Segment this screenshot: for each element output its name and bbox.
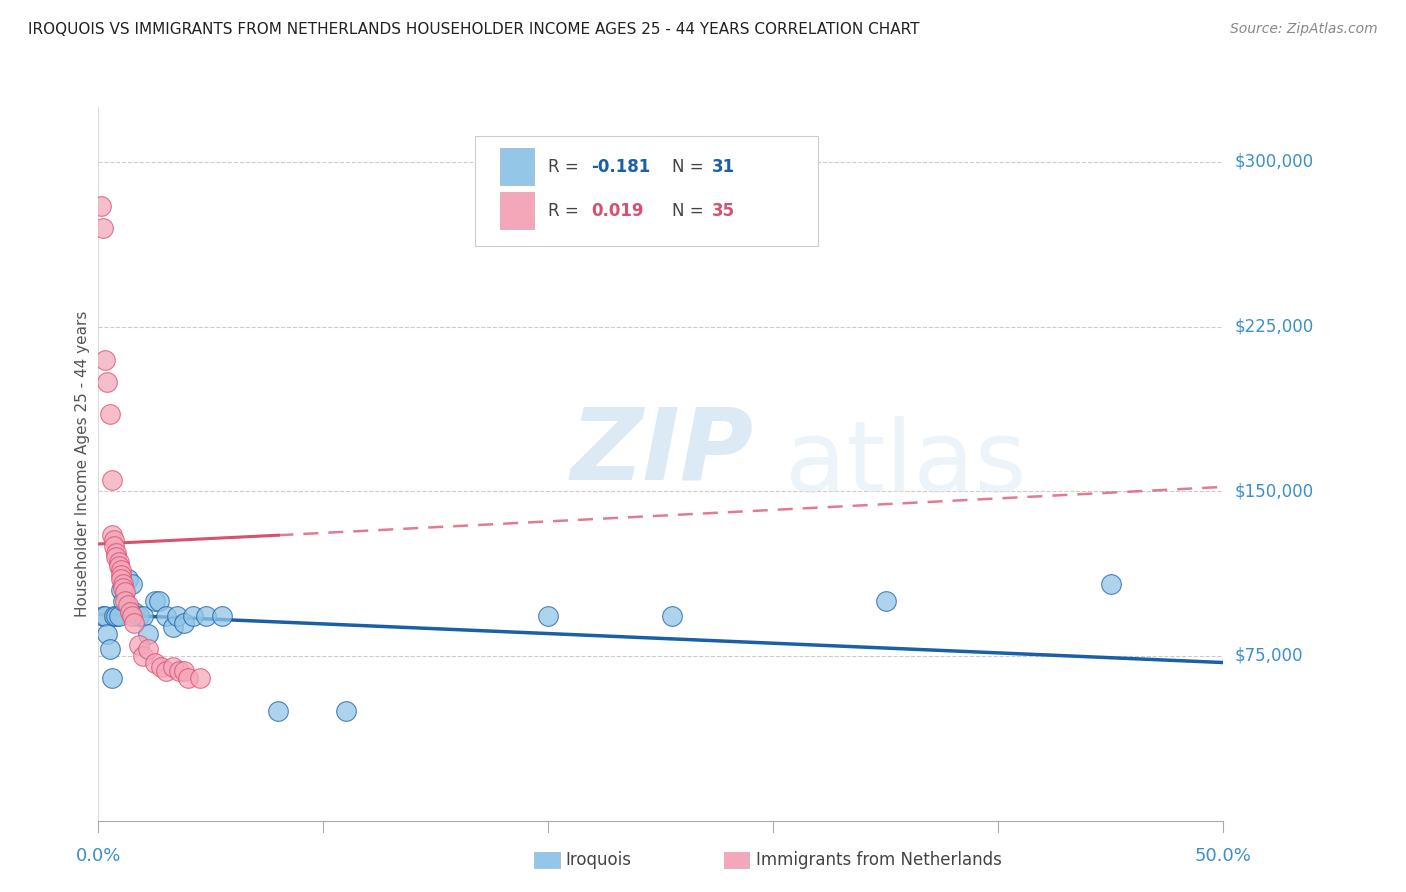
Point (128, 638, 150, 652)
FancyBboxPatch shape (475, 136, 818, 246)
Point (96, 627, 118, 641)
Point (105, 546, 128, 560)
Point (110, 583, 132, 598)
Point (98, 408, 121, 422)
Point (155, 665, 177, 679)
Text: 0.0%: 0.0% (76, 847, 121, 865)
Point (173, 665, 195, 679)
Point (132, 648, 155, 663)
Point (105, 550, 128, 565)
Point (335, 704, 357, 718)
Text: atlas: atlas (785, 417, 1026, 514)
Point (96, 375, 118, 389)
Point (188, 671, 211, 685)
Text: $300,000: $300,000 (1234, 153, 1313, 171)
Text: N =: N = (672, 158, 709, 176)
Point (155, 609, 177, 624)
Point (211, 609, 233, 624)
Text: ZIP: ZIP (571, 403, 754, 500)
Point (98, 642, 121, 657)
Text: N =: N = (672, 202, 709, 219)
Point (103, 609, 125, 624)
Point (177, 671, 200, 685)
Point (90, 199, 112, 213)
Text: R =: R = (548, 158, 585, 176)
Point (132, 609, 155, 624)
Point (117, 599, 139, 613)
Point (110, 563, 132, 577)
Point (118, 605, 141, 619)
Point (143, 656, 166, 670)
Point (105, 609, 128, 624)
Point (110, 572, 132, 586)
Point (101, 671, 124, 685)
Point (136, 642, 159, 657)
Point (267, 704, 290, 718)
Point (103, 533, 125, 547)
Point (101, 528, 124, 542)
Point (121, 609, 143, 624)
Text: 31: 31 (711, 158, 734, 176)
Text: $225,000: $225,000 (1234, 318, 1313, 335)
Point (112, 594, 135, 608)
Point (121, 576, 143, 591)
Point (162, 660, 184, 674)
Point (537, 609, 560, 624)
Point (114, 585, 136, 599)
Text: Iroquois: Iroquois (565, 851, 631, 869)
Text: 0.019: 0.019 (591, 202, 644, 219)
Point (107, 609, 129, 624)
Text: Immigrants from Netherlands: Immigrants from Netherlands (756, 851, 1002, 869)
Text: -0.181: -0.181 (591, 158, 651, 176)
Text: Source: ZipAtlas.com: Source: ZipAtlas.com (1230, 22, 1378, 37)
Point (107, 558, 129, 573)
Point (94, 609, 117, 624)
Text: 50.0%: 50.0% (1195, 847, 1251, 865)
Text: R =: R = (548, 202, 585, 219)
Text: IROQUOIS VS IMMIGRANTS FROM NETHERLANDS HOUSEHOLDER INCOME AGES 25 - 44 YEARS CO: IROQUOIS VS IMMIGRANTS FROM NETHERLANDS … (28, 22, 920, 37)
Point (110, 567, 132, 582)
FancyBboxPatch shape (501, 148, 534, 186)
Point (143, 594, 166, 608)
Point (173, 615, 195, 630)
Point (661, 609, 683, 624)
Point (148, 594, 170, 608)
Point (181, 609, 204, 624)
Point (1099, 576, 1122, 591)
Point (101, 473, 124, 487)
Point (195, 609, 218, 624)
Point (114, 594, 136, 608)
Point (150, 660, 173, 674)
Point (875, 594, 897, 608)
Point (94, 352, 117, 367)
Point (112, 576, 135, 591)
Point (107, 555, 129, 569)
Text: $75,000: $75,000 (1234, 647, 1303, 665)
Point (112, 581, 135, 595)
Point (124, 605, 146, 619)
Point (91, 220, 114, 235)
Point (128, 609, 150, 624)
Point (166, 609, 188, 624)
Point (91, 609, 114, 624)
Text: 35: 35 (711, 202, 734, 219)
Text: $150,000: $150,000 (1234, 483, 1313, 500)
Y-axis label: Householder Income Ages 25 - 44 years: Householder Income Ages 25 - 44 years (75, 310, 90, 617)
Point (162, 620, 184, 634)
Point (117, 572, 139, 586)
Point (169, 665, 191, 679)
Point (136, 627, 159, 641)
Point (124, 615, 146, 630)
Point (103, 539, 125, 553)
FancyBboxPatch shape (501, 193, 534, 229)
